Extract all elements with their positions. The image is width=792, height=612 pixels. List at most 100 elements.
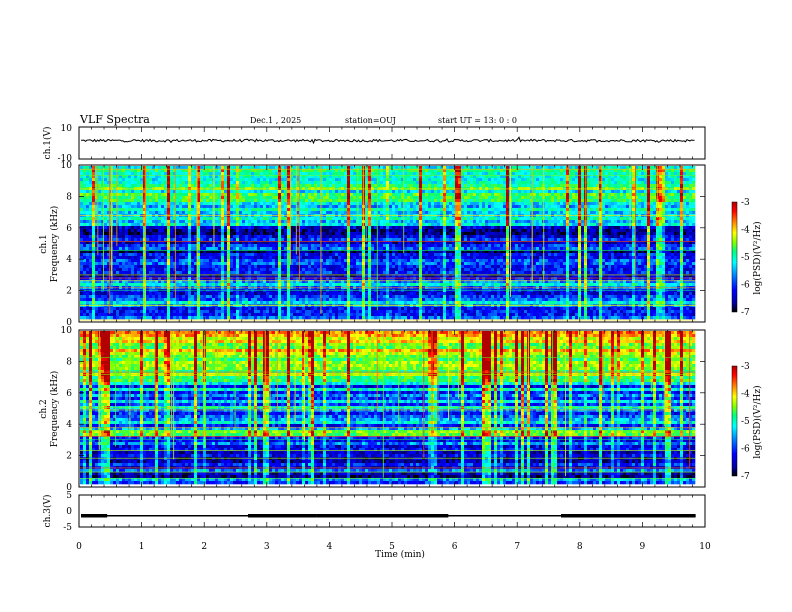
spectrogram-cell — [95, 220, 99, 224]
spectrogram-cell — [251, 166, 255, 170]
spectrogram-cell — [146, 178, 150, 182]
spectrogram-cell — [422, 196, 426, 200]
spectrogram-cell — [683, 208, 687, 212]
spectrogram-cell — [515, 172, 519, 176]
spectrogram-cell — [686, 211, 690, 215]
spectrogram-cell — [647, 166, 651, 170]
spectrogram-cell — [302, 235, 306, 239]
spectrogram-cell — [206, 166, 210, 170]
spectrogram-cell — [515, 205, 519, 209]
spectrogram-cell — [92, 196, 96, 200]
spectrogram-cell — [167, 166, 171, 170]
spectrogram-cell — [449, 235, 453, 239]
spectrogram-cell — [95, 226, 99, 230]
spectrogram-cell — [524, 178, 528, 182]
spectrogram-cell — [557, 235, 561, 239]
spectrogram-cell — [461, 172, 465, 176]
spectrogram-cell — [533, 184, 537, 188]
spectrogram-cell — [545, 169, 549, 173]
spectrogram-cell — [128, 226, 132, 230]
spectrogram-cell — [359, 208, 363, 212]
spectrogram-cell — [473, 190, 477, 194]
spectrogram-cell — [290, 232, 294, 236]
spectrogram-cell — [512, 166, 516, 170]
spectrogram-cell — [392, 196, 396, 200]
spectrogram-cell — [458, 166, 462, 170]
spectrogram-cell — [92, 238, 96, 242]
spectrogram-cell — [629, 211, 633, 215]
spectrogram-cell — [275, 226, 279, 230]
spectrogram-cell — [209, 202, 213, 206]
spectrogram-cell — [626, 169, 630, 173]
spectrogram-cell — [242, 229, 246, 233]
spectrogram-cell — [686, 226, 690, 230]
spectrogram-cell — [500, 226, 504, 230]
spectrogram-cell — [257, 238, 261, 242]
spectrogram-cell — [539, 205, 543, 209]
spectrogram-cell — [674, 184, 678, 188]
spectrogram-cell — [257, 208, 261, 212]
spectrogram-cell — [377, 235, 381, 239]
spectrogram-cell — [452, 196, 456, 200]
spectrogram-cell — [545, 178, 549, 182]
spectrogram-cell — [638, 190, 642, 194]
spectrogram-cell — [533, 190, 537, 194]
spectrogram-cell — [488, 232, 492, 236]
spectrogram-cell — [281, 181, 285, 185]
spectrogram-cell — [620, 211, 624, 215]
spectrogram-cell — [233, 202, 237, 206]
spectrogram-cell — [197, 181, 201, 185]
spectrogram-cell — [305, 166, 309, 170]
spectrogram-cell — [155, 196, 159, 200]
spectrogram-cell — [155, 217, 159, 221]
spectrogram-cell — [161, 208, 165, 212]
spectrogram-cell — [692, 220, 696, 224]
spectrogram-cell — [398, 208, 402, 212]
spectrogram-cell — [413, 166, 417, 170]
spectrogram-cell — [647, 190, 651, 194]
spectrogram-cell — [215, 196, 219, 200]
spectrogram-cell — [254, 202, 258, 206]
spectrogram-cell — [170, 196, 174, 200]
spectrogram-cell — [350, 193, 354, 197]
spectrogram-cell — [281, 223, 285, 227]
spectrogram-cell — [677, 169, 681, 173]
spectrogram-cell — [506, 178, 510, 182]
spectrogram-cell — [539, 208, 543, 212]
spectrogram-cell — [158, 211, 162, 215]
spectrogram-cell — [329, 181, 333, 185]
spectrogram-cell — [149, 223, 153, 227]
spectrogram-cell — [404, 202, 408, 206]
spectrogram-cell — [335, 205, 339, 209]
spectrogram-cell — [227, 202, 231, 206]
spectrogram-cell — [251, 181, 255, 185]
spectrogram-cell — [266, 235, 270, 239]
spectrogram-cell — [275, 220, 279, 224]
spectrogram-cell — [455, 199, 459, 203]
spectrogram-cell — [80, 166, 84, 170]
spectrogram-cell — [659, 211, 663, 215]
spectrogram-cell — [197, 169, 201, 173]
spectrogram-cell — [83, 199, 87, 203]
spectrogram-cell — [233, 238, 237, 242]
spectrogram-cell — [200, 238, 204, 242]
spectrogram-cell — [377, 181, 381, 185]
spectrogram-cell — [569, 166, 573, 170]
spectrogram-cell — [329, 205, 333, 209]
spectrogram-cell — [473, 202, 477, 206]
spectrogram-cell — [131, 196, 135, 200]
spectrogram-cell — [245, 181, 249, 185]
spectrogram-cell — [407, 196, 411, 200]
spectrogram-cell — [122, 175, 126, 179]
spectrogram-cell — [215, 175, 219, 179]
spectrogram-cell — [134, 226, 138, 230]
spectrogram-cell — [560, 175, 564, 179]
spectrogram-cell — [239, 217, 243, 221]
spectrogram-cell — [209, 193, 213, 197]
spectrogram-cell — [299, 205, 303, 209]
spectrogram-cell — [665, 229, 669, 233]
spectrogram-cell — [464, 172, 468, 176]
spectrogram-cell — [503, 175, 507, 179]
spectrogram-cell — [377, 220, 381, 224]
spectrogram-cell — [233, 211, 237, 215]
